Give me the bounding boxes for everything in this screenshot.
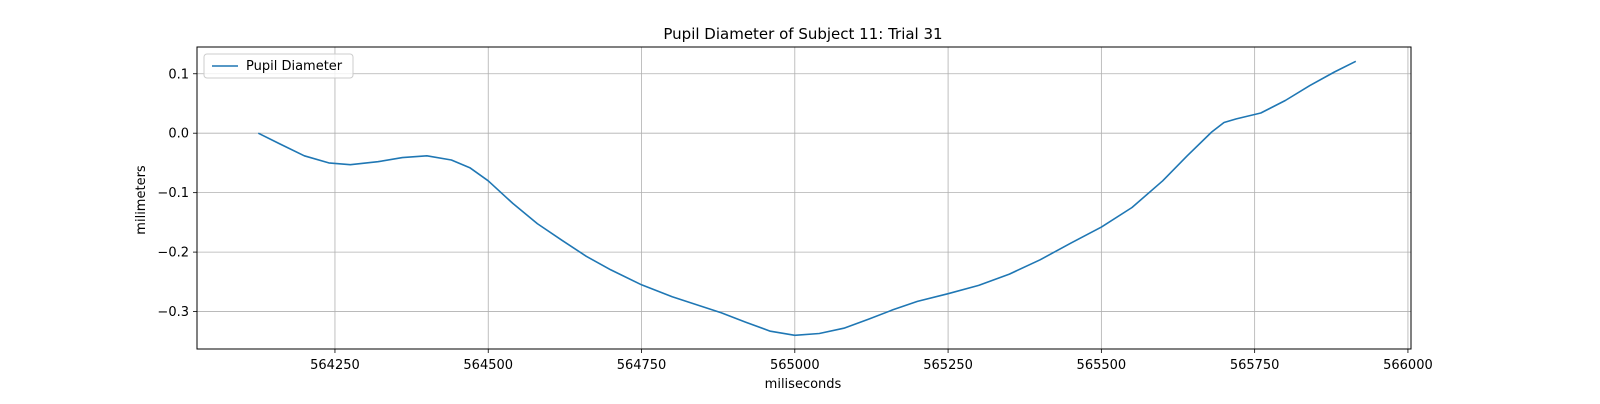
x-tick-label: 565500 (1077, 358, 1127, 373)
y-tick-label: 0.1 (168, 67, 189, 82)
y-tick-label: −0.1 (157, 186, 189, 201)
y-tick-label: −0.2 (157, 246, 189, 261)
series-layer (257, 60, 1357, 337)
grid-lines (197, 47, 1411, 349)
x-axis-ticks: 564250 564500 564750 565000 565250 565500 5657… (310, 349, 1433, 373)
legend-box (203, 53, 354, 79)
chart-title: Pupil Diameter of Subject 11: Trial 31 (663, 25, 942, 43)
y-tick-label: 0.0 (168, 127, 189, 142)
legend: Pupil Diameter (203, 53, 354, 79)
series-line-pupil-diameter (257, 60, 1357, 337)
x-axis-label: miliseconds (765, 377, 842, 392)
x-tick-label: 564500 (463, 358, 513, 373)
y-axis-label: milimeters (134, 165, 149, 235)
x-tick-label: 564250 (310, 358, 360, 373)
y-tick-label: −0.3 (157, 305, 189, 320)
y-axis-ticks: 0.1 0.0 −0.1 −0.2 −0.3 (157, 67, 197, 320)
x-tick-label: 565000 (770, 358, 820, 373)
x-tick-label: 565250 (923, 358, 973, 373)
plot-frame (196, 46, 1412, 350)
x-tick-label: 564750 (617, 358, 667, 373)
legend-label: Pupil Diameter (246, 59, 343, 74)
x-tick-label: 565750 (1230, 358, 1280, 373)
x-tick-label: 566000 (1383, 358, 1433, 373)
